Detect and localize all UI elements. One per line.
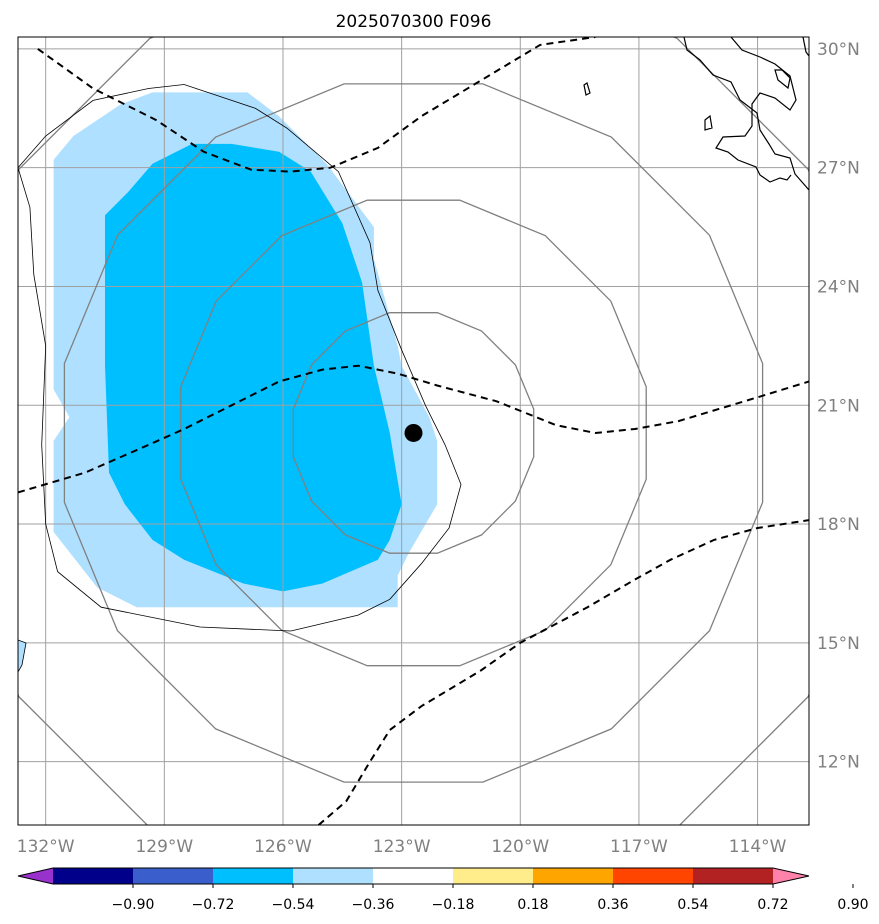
- sw-edge-fill: [18, 639, 27, 673]
- gridlines: [18, 37, 809, 825]
- colorbar-segment-5: [453, 868, 534, 884]
- dashed-contour-0: [37, 37, 596, 173]
- y-tick-label: 15°N: [817, 634, 860, 654]
- colorbar-outline: [17, 867, 810, 885]
- y-tick-label: 18°N: [817, 515, 860, 535]
- dashed-contour-2: [317, 519, 809, 825]
- x-tick-label: 114°W: [729, 837, 787, 857]
- colorbar-tick-label: 0.54: [677, 897, 708, 913]
- colorbar-tick-label: −0.36: [352, 897, 395, 913]
- x-tick-label: 129°W: [135, 837, 193, 857]
- colorbar-tick-label: −0.54: [272, 897, 315, 913]
- colorbar-tick-label: −0.18: [432, 897, 475, 913]
- y-tick-label: 24°N: [817, 277, 860, 297]
- colorbar-segment-2: [213, 868, 294, 884]
- colorbar: −0.90 −0.72 −0.54 −0.36 −0.18 0.18 0.36 0.54 0.7…: [17, 867, 869, 913]
- coastline: [583, 37, 809, 191]
- x-tick-label: 123°W: [373, 837, 431, 857]
- colorbar-segment-4: [373, 868, 454, 884]
- baja-coastline: [683, 37, 809, 191]
- map-area: [18, 37, 809, 825]
- island-1: [583, 82, 591, 96]
- range-ring-2: [63, 83, 764, 783]
- y-axis-ticks: 30°N 27°N 24°N 21°N 18°N 15°N 12°N: [817, 40, 860, 773]
- y-tick-label: 27°N: [817, 159, 860, 179]
- thin-contour-outline: [18, 84, 462, 632]
- colorbar-segment-7: [613, 868, 694, 884]
- range-ring-3: [18, 37, 809, 825]
- coast-top-right: [802, 37, 809, 57]
- shaded-region-1: [105, 143, 402, 592]
- colorbar-tick-label: 0.90: [837, 897, 868, 913]
- range-ring-0: [292, 312, 535, 554]
- colorbar-extend-high: [773, 868, 809, 884]
- colorbar-segment-8: [693, 868, 774, 884]
- y-tick-label: 12°N: [817, 753, 860, 773]
- colorbar-segment-6: [533, 868, 614, 884]
- island-2: [704, 114, 713, 131]
- colorbar-tick-label: 0.72: [757, 897, 788, 913]
- island-3: [774, 69, 791, 90]
- x-tick-label: 126°W: [254, 837, 312, 857]
- y-tick-label: 21°N: [817, 396, 860, 416]
- chart-title: 2025070300 F096: [336, 12, 492, 32]
- storm-center-marker: [404, 423, 423, 442]
- gulf-coastline: [715, 37, 797, 183]
- map-frame: [17, 36, 810, 826]
- colorbar-tick-label: −0.90: [112, 897, 155, 913]
- x-tick-label: 117°W: [610, 837, 668, 857]
- colorbar-segment-1: [133, 868, 214, 884]
- range-ring-1: [180, 199, 647, 667]
- dashed-contours: [18, 37, 809, 825]
- x-axis-ticks: 132°W 129°W 126°W 123°W 120°W 117°W 114°W: [17, 837, 787, 857]
- colorbar-tick-label: 0.18: [517, 897, 548, 913]
- colorbar-segment-0: [53, 868, 134, 884]
- dashed-contour-1: [18, 364, 809, 494]
- range-rings: [18, 37, 809, 825]
- shaded-regions: [53, 92, 438, 608]
- colorbar-tick-label: −0.72: [192, 897, 235, 913]
- colorbar-segment-3: [293, 868, 374, 884]
- y-tick-label: 30°N: [817, 40, 860, 60]
- colorbar-tick-label: 0.36: [597, 897, 628, 913]
- x-tick-label: 120°W: [491, 837, 549, 857]
- x-tick-label: 132°W: [17, 837, 75, 857]
- colorbar-extend-low: [18, 868, 53, 884]
